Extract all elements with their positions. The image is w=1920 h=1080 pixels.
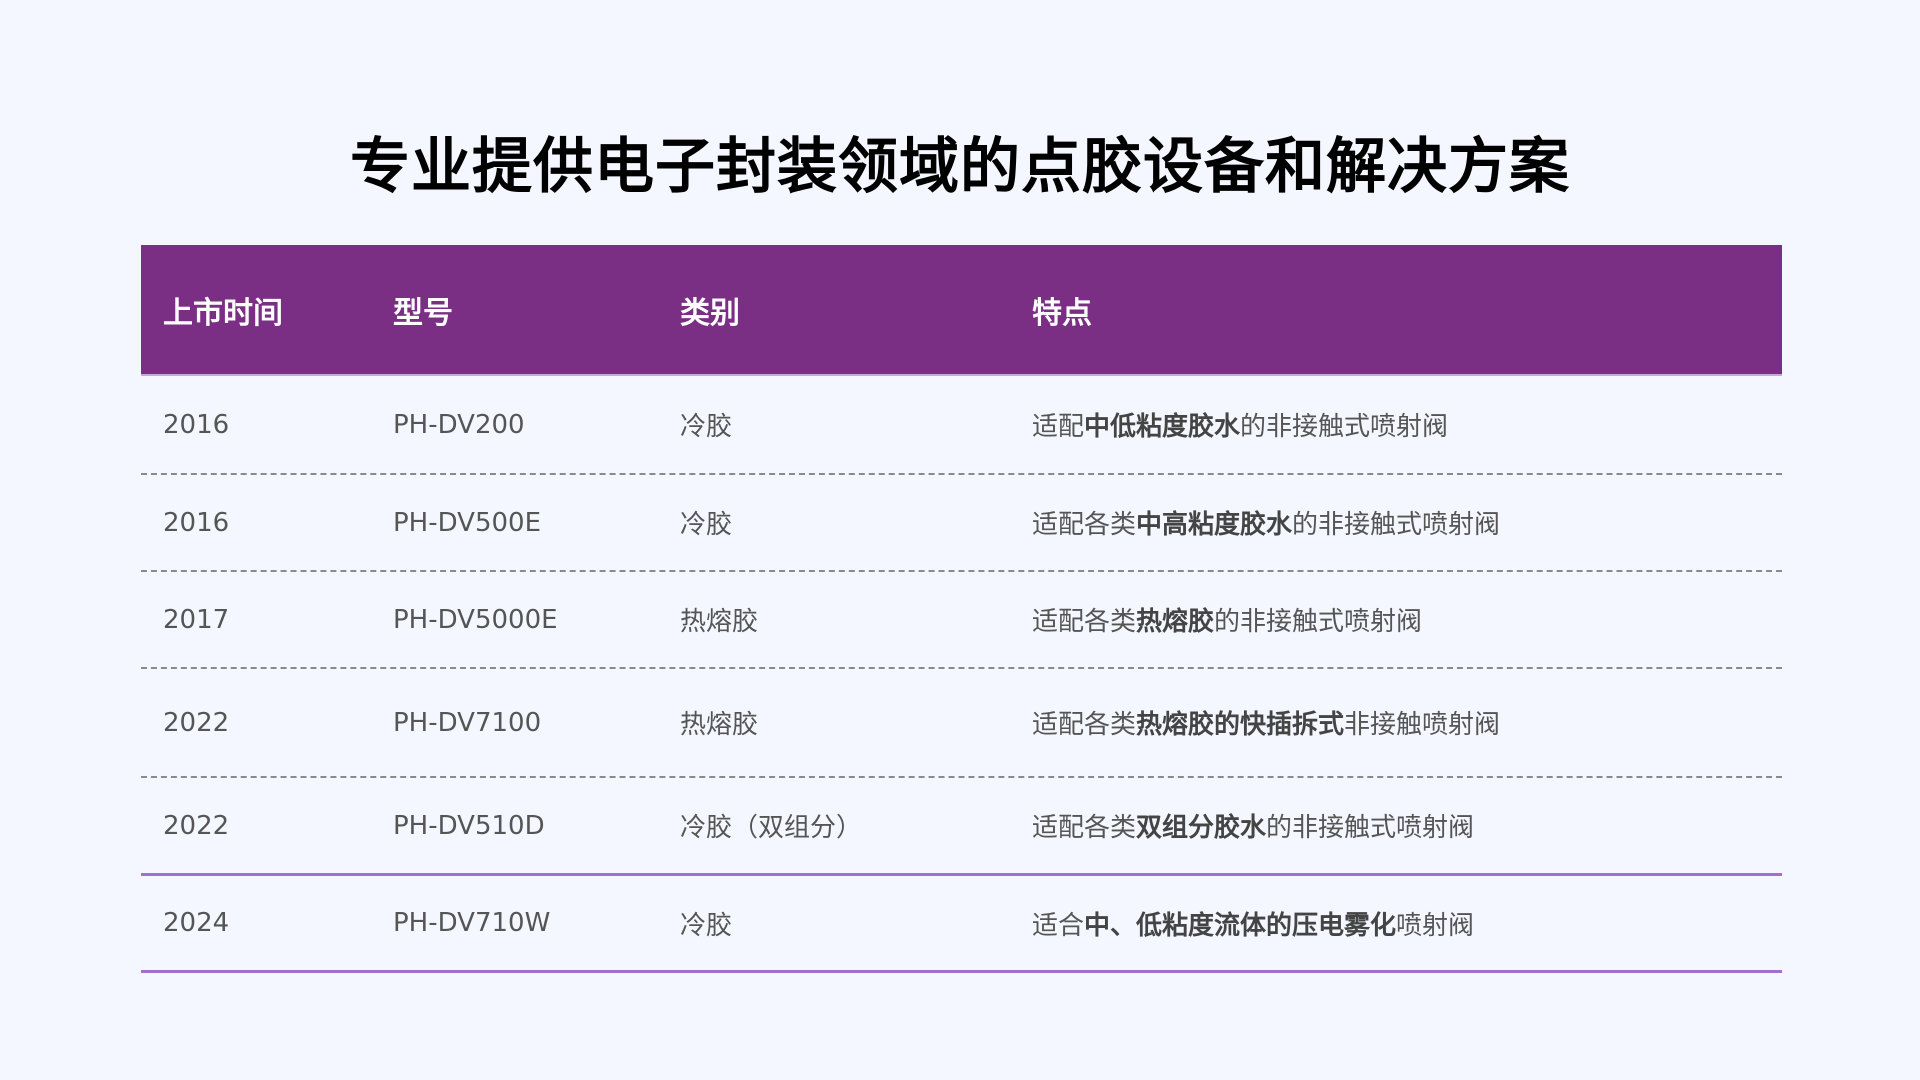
feature-text: 适配各类 [1032,510,1137,540]
cell-model: PH-DV500E [393,507,542,538]
feature-highlight: 中、低粘度流体的压电雾化 [1084,910,1397,941]
feature-text: 的非接触式喷射阀 [1240,412,1449,442]
cell-feature: 适合中、低粘度流体的压电雾化喷射阀 [1032,905,1474,942]
cell-category: 冷胶 [680,510,733,540]
table-row: 2016 PH-DV500E 冷胶 适配各类中高粘度胶水的非接触式喷射阀 [141,475,1782,572]
cell-category: 热熔胶 [680,710,759,740]
feature-text: 适配各类 [1032,813,1137,843]
feature-highlight: 中低粘度胶水 [1084,412,1241,442]
feature-text: 的非接触式喷射阀 [1266,813,1475,843]
cell-model: PH-DV200 [393,409,525,440]
header-model: 型号 [393,295,453,331]
cell-year: 2017 [163,604,230,635]
feature-highlight: 中高粘度胶水 [1136,510,1293,540]
feature-highlight: 热熔胶的快插拆式 [1136,710,1345,740]
feature-text: 适配各类 [1032,710,1137,740]
feature-text: 喷射阀 [1396,910,1475,941]
feature-text: 适配 [1032,412,1085,442]
table-row: 2016 PH-DV200 冷胶 适配中低粘度胶水的非接触式喷射阀 [141,376,1782,475]
header-launch-time: 上市时间 [163,295,283,331]
cell-feature: 适配各类热熔胶的快插拆式非接触喷射阀 [1032,704,1500,741]
cell-model: PH-DV7100 [393,707,542,738]
cell-model: PH-DV710W [393,908,551,938]
table-header: 上市时间 型号 类别 特点 [141,245,1782,376]
cell-year: 2016 [163,409,230,440]
cell-category: 冷胶 [680,910,733,941]
header-features: 特点 [1032,295,1092,331]
header-category: 类别 [680,295,740,331]
feature-text: 适合 [1032,910,1085,941]
cell-year: 2016 [163,507,230,538]
cell-model: PH-DV510D [393,810,545,841]
table-row: 2017 PH-DV5000E 热熔胶 适配各类热熔胶的非接触式喷射阀 [141,572,1782,669]
table-body: 2016 PH-DV200 冷胶 适配中低粘度胶水的非接触式喷射阀 2016 PH-DV5… [141,376,1782,973]
cell-year: 2024 [163,908,230,938]
feature-text: 的非接触式喷射阀 [1292,510,1501,540]
feature-text: 适配各类 [1032,607,1137,637]
table-row: 2022 PH-DV510D 冷胶（双组分） 适配各类双组分胶水的非接触式喷射阀 [141,778,1782,876]
feature-highlight: 热熔胶 [1136,607,1215,637]
cell-year: 2022 [163,707,230,738]
cell-feature: 适配各类双组分胶水的非接触式喷射阀 [1032,807,1474,844]
table-row: 2024 PH-DV710W 冷胶 适合中、低粘度流体的压电雾化喷射阀 [141,876,1782,973]
cell-category: 冷胶 [680,412,733,442]
cell-category: 冷胶（双组分） [680,813,863,843]
cell-category: 热熔胶 [680,607,759,637]
cell-model: PH-DV5000E [393,604,558,635]
cell-year: 2022 [163,810,230,841]
cell-feature: 适配中低粘度胶水的非接触式喷射阀 [1032,406,1448,443]
feature-highlight: 双组分胶水 [1136,813,1267,843]
product-table: 上市时间 型号 类别 特点 2016 PH-DV200 冷胶 适配中低粘度胶水的非接触… [141,245,1782,973]
table-row: 2022 PH-DV7100 热熔胶 适配各类热熔胶的快插拆式非接触喷射阀 [141,669,1782,778]
cell-feature: 适配各类中高粘度胶水的非接触式喷射阀 [1032,504,1500,541]
feature-text: 的非接触式喷射阀 [1214,607,1423,637]
cell-feature: 适配各类热熔胶的非接触式喷射阀 [1032,601,1422,638]
page-title: 专业提供电子封装领域的点胶设备和解决方案 [350,132,1570,202]
feature-text: 非接触喷射阀 [1344,710,1501,740]
